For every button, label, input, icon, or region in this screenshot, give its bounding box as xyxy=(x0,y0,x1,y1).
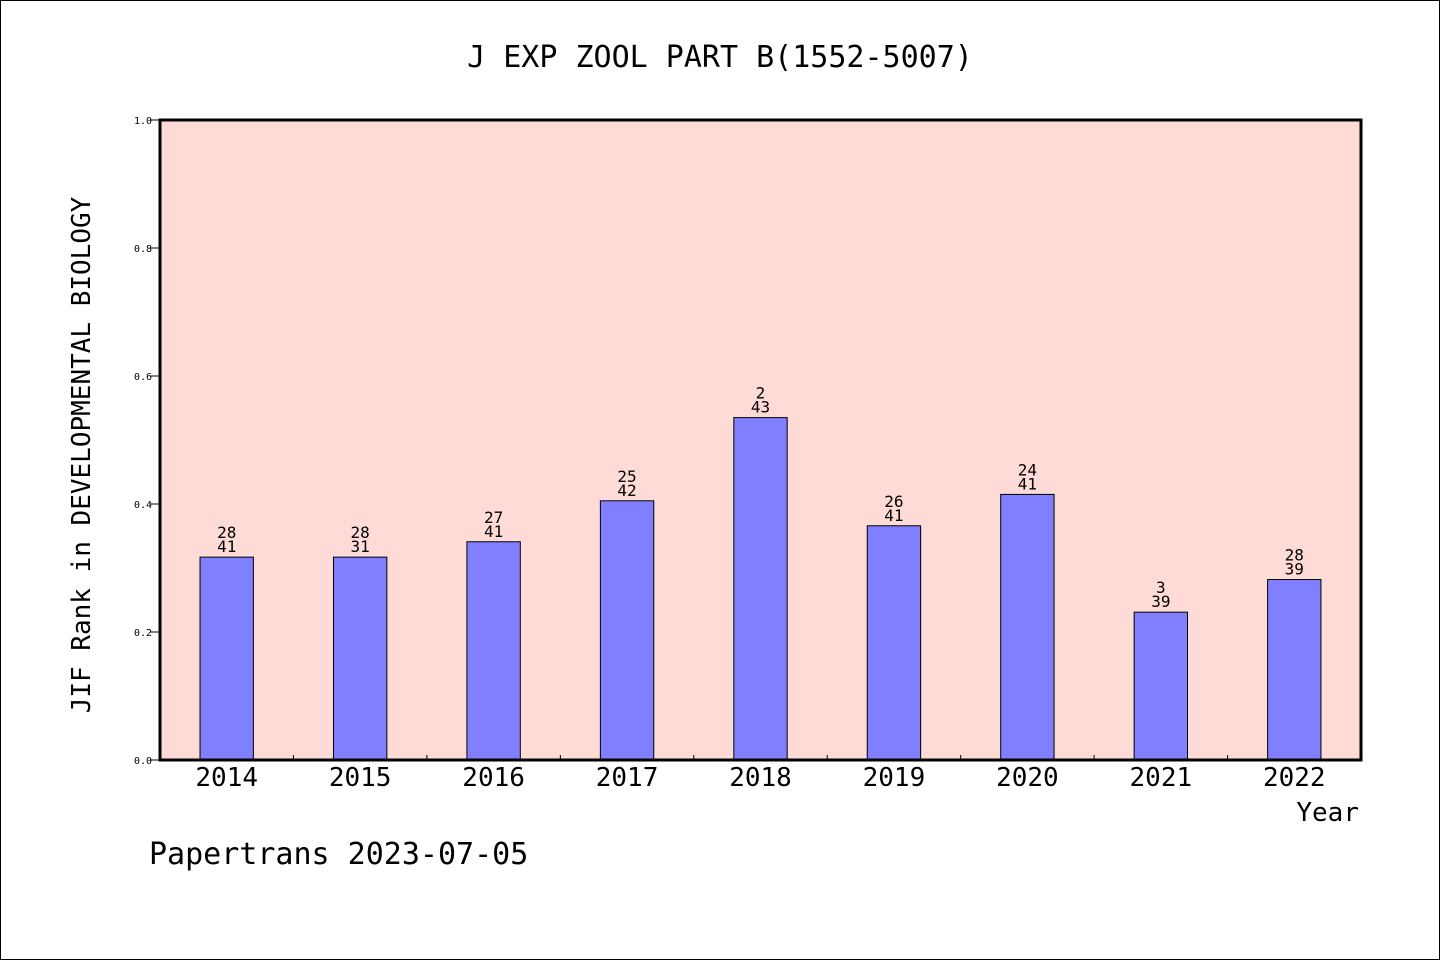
bar-label-total-2015: 31 xyxy=(351,537,370,556)
bar-2019 xyxy=(866,525,922,761)
bar-2015 xyxy=(332,556,388,761)
bar-label-total-2017: 42 xyxy=(617,481,636,500)
x-tick-label-2020: 2020 xyxy=(996,763,1059,793)
chart-title: J EXP ZOOL PART B(1552-5007) xyxy=(467,40,973,75)
bar-2016 xyxy=(466,541,521,761)
y-tick-label: 0.8 xyxy=(134,244,152,255)
y-tick-label: 0.0 xyxy=(134,756,152,767)
bar-label-rank-2020: 24 xyxy=(1018,460,1037,479)
y-tick-label: 0.6 xyxy=(134,372,152,383)
x-tick-label-2015: 2015 xyxy=(329,763,392,793)
x-tick-label-2022: 2022 xyxy=(1263,763,1326,793)
bar-2014 xyxy=(199,556,254,761)
bar-2020 xyxy=(1000,493,1055,761)
x-axis-ticks: 2014 2015 2016 2017 2018 2019 2020 2021 2022 xyxy=(195,755,1326,793)
bar-label-rank-2016: 27 xyxy=(484,508,503,527)
x-axis-label: Year xyxy=(1296,798,1359,828)
y-tick-label: 0.2 xyxy=(134,628,152,639)
bar-2021 xyxy=(1133,611,1189,761)
x-tick-label-2021: 2021 xyxy=(1130,763,1193,793)
y-axis-label: JIF Rank in DEVELOPMENTAL BIOLOGY xyxy=(67,196,97,713)
y-tick-label: 0.4 xyxy=(134,500,152,511)
x-tick-label-2018: 2018 xyxy=(729,763,792,793)
bar-label-rank-2022: 28 xyxy=(1285,546,1304,565)
x-tick-label-2016: 2016 xyxy=(462,763,525,793)
bar-label-total-2020: 41 xyxy=(1018,474,1037,493)
plot-border xyxy=(158,118,1363,762)
bar-label-rank-2015: 28 xyxy=(351,523,370,542)
y-tick-label: 1.0 xyxy=(134,116,152,127)
bar-label-rank-2021: 3 xyxy=(1156,578,1166,597)
bar-label-total-2014: 41 xyxy=(217,537,236,556)
bar-label-total-2022: 39 xyxy=(1285,560,1304,579)
bar-label-rank-2017: 25 xyxy=(617,467,636,486)
bar-label-total-2018: 43 xyxy=(751,398,770,417)
bar-label-total-2019: 41 xyxy=(884,506,903,525)
bar-2017 xyxy=(599,500,655,761)
x-tick-label-2017: 2017 xyxy=(596,763,659,793)
footer-credit: Papertrans 2023-07-05 xyxy=(149,837,528,872)
bar-2022 xyxy=(1267,579,1322,761)
x-tick-label-2014: 2014 xyxy=(195,763,258,793)
bar-2018 xyxy=(733,417,788,761)
bar-label-rank-2014: 28 xyxy=(217,523,236,542)
x-tick-label-2019: 2019 xyxy=(863,763,926,793)
bar-label-total-2016: 41 xyxy=(484,522,503,541)
bar-label-total-2021: 39 xyxy=(1151,592,1170,611)
bar-label-rank-2019: 26 xyxy=(884,492,903,511)
bar-label-rank-2018: 2 xyxy=(756,384,766,403)
y-axis-ticks: 0.0 0.2 0.4 0.6 0.8 1.0 xyxy=(134,116,160,767)
bars-group xyxy=(199,417,1322,761)
